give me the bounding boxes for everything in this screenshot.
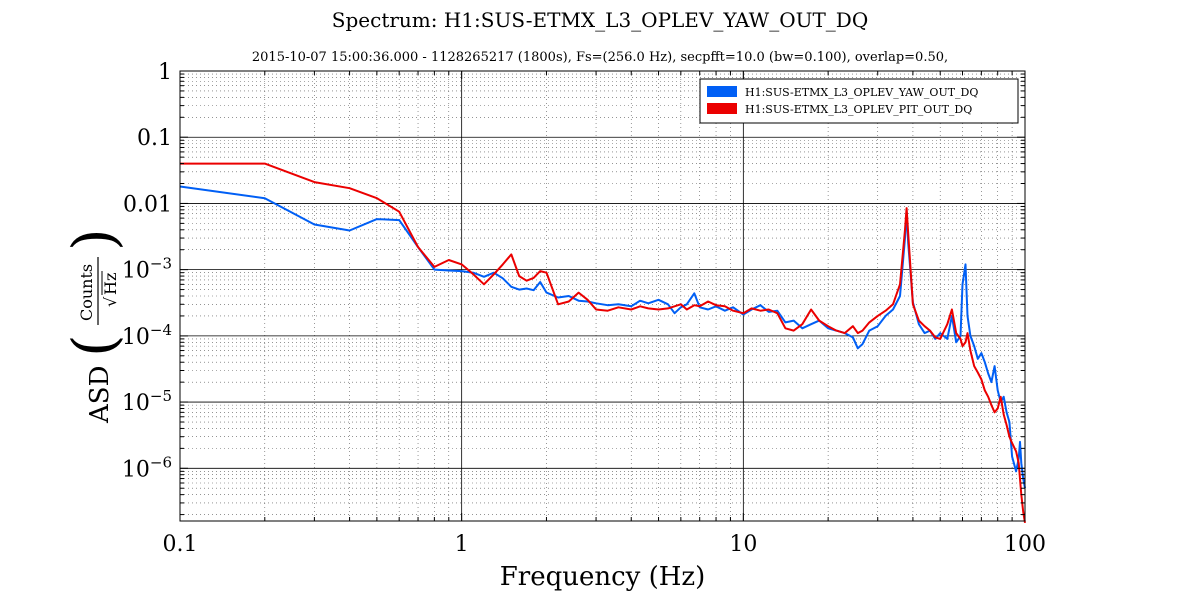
legend-label: H1:SUS-ETMX_L3_OPLEV_YAW_OUT_DQ <box>745 86 978 99</box>
y-tick-label: 10−6 <box>122 453 172 482</box>
major-grid <box>179 70 1025 521</box>
minor-grid <box>180 71 1025 521</box>
y-axis-label-prefix: ASD <box>85 366 115 424</box>
y-axis-label-open-paren: ( <box>60 334 128 357</box>
plot-frame <box>179 70 1026 522</box>
series-line-2 <box>180 162 1026 524</box>
legend-label: H1:SUS-ETMX_L3_OPLEV_PIT_OUT_DQ <box>745 103 972 116</box>
y-tick-label: 0.1 <box>137 126 172 151</box>
y-tick-labels: 1 0.1 0.01 10−3 10−4 10−5 10−6 <box>122 60 172 482</box>
y-tick-label: 0.01 <box>123 192 172 217</box>
legend-box <box>699 78 1019 124</box>
x-axis-label: Frequency (Hz) <box>499 562 706 592</box>
legend: H1:SUS-ETMX_L3_OPLEV_YAW_OUT_DQ H1:SUS-ET… <box>699 78 1019 124</box>
y-tick-label: 10−5 <box>122 387 172 416</box>
axis-ticks <box>179 70 1026 521</box>
chart-subtitle: 2015-10-07 15:00:36.000 - 1128265217 (18… <box>251 50 949 65</box>
y-tick-label: 1 <box>158 60 172 85</box>
x-tick-label: 10 <box>729 532 757 557</box>
y-tick-label: 10−3 <box>122 255 172 284</box>
y-axis-label: ASD ( Counts √ Hz ) <box>58 185 128 425</box>
y-axis-label-sqrt-sign: √ <box>101 296 120 307</box>
series-layer <box>179 162 1026 524</box>
y-axis-label-close-paren: ) <box>60 228 128 251</box>
x-tick-labels: 0.1 1 10 100 <box>163 532 1047 557</box>
series-line-1 <box>179 185 1026 489</box>
legend-swatch <box>707 103 737 114</box>
x-tick-label: 1 <box>455 532 469 557</box>
legend-swatch <box>707 86 737 97</box>
x-tick-label: 0.1 <box>163 532 198 557</box>
x-tick-label: 100 <box>1004 532 1046 557</box>
y-tick-label: 10−4 <box>122 321 172 350</box>
chart-title: Spectrum: H1:SUS-ETMX_L3_OPLEV_YAW_OUT_D… <box>331 8 869 32</box>
y-axis-label-numerator: Counts <box>77 264 96 321</box>
y-axis-label-denominator: Hz <box>101 273 120 295</box>
